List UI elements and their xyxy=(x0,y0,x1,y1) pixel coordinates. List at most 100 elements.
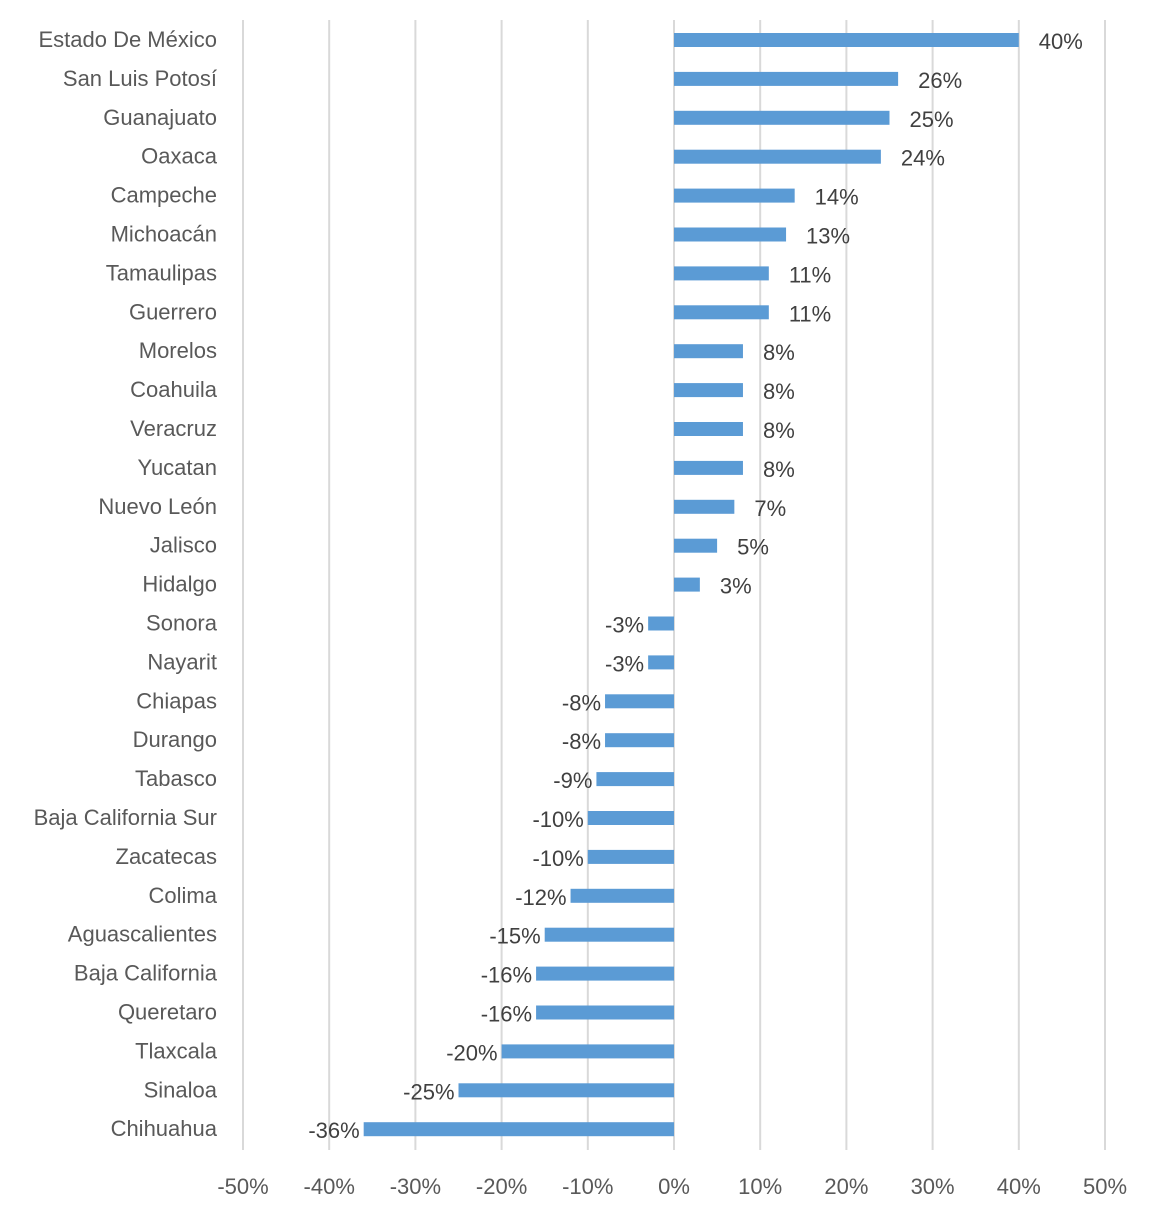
category-labels: Estado De México San Luis Potosí Guanajuat… xyxy=(34,27,218,1141)
bar xyxy=(674,344,743,359)
bar xyxy=(458,1083,674,1098)
category-label: Michoacán xyxy=(111,222,217,247)
data-label: -3% xyxy=(605,613,644,638)
bar xyxy=(536,966,674,981)
bar xyxy=(674,499,735,514)
data-label: -12% xyxy=(515,885,566,910)
category-label: Zacatecas xyxy=(116,844,218,869)
data-label: 11% xyxy=(789,301,831,326)
category-label: Yucatan xyxy=(137,455,217,480)
data-label: -25% xyxy=(403,1079,454,1104)
data-label: 8% xyxy=(763,457,795,482)
data-label: -16% xyxy=(481,1002,532,1027)
data-label: -20% xyxy=(446,1040,497,1065)
bar xyxy=(674,538,718,553)
bar xyxy=(648,655,674,670)
data-label: -15% xyxy=(489,924,540,949)
bar xyxy=(544,927,674,942)
data-label: 24% xyxy=(901,146,945,171)
data-label: 5% xyxy=(737,535,769,560)
data-label: 11% xyxy=(789,262,831,287)
x-tick-label: -10% xyxy=(562,1174,613,1199)
category-label: San Luis Potosí xyxy=(63,66,217,91)
x-tick-label: -20% xyxy=(476,1174,527,1199)
category-label: Jalisco xyxy=(150,533,217,558)
category-label: Tabasco xyxy=(135,766,217,791)
category-label: Tamaulipas xyxy=(106,260,217,285)
bar xyxy=(674,71,899,86)
bar xyxy=(587,849,674,864)
bar xyxy=(674,305,769,320)
bar xyxy=(674,266,769,281)
category-label: Guanajuato xyxy=(103,105,217,130)
data-label: -16% xyxy=(481,963,532,988)
category-label: Nuevo León xyxy=(98,494,217,519)
category-label: Chihuahua xyxy=(111,1116,218,1141)
bar xyxy=(570,888,674,903)
category-label: Baja California Sur xyxy=(34,805,217,830)
data-label: 8% xyxy=(763,418,795,443)
bar xyxy=(674,460,743,475)
x-tick-label: 10% xyxy=(738,1174,782,1199)
data-label: -8% xyxy=(562,690,601,715)
category-label: Durango xyxy=(133,727,217,752)
data-label: 25% xyxy=(910,107,954,132)
category-label: Aguascalientes xyxy=(68,922,217,947)
x-axis-tick-labels: -50% -40% -30% -20% -10% 0% 10% 20% 30% 40% 50% xyxy=(217,1174,1127,1199)
category-label: Hidalgo xyxy=(142,572,217,597)
bar xyxy=(674,577,700,592)
category-label: Sonora xyxy=(146,611,218,636)
category-label: Coahuila xyxy=(130,377,218,402)
category-label: Estado De México xyxy=(38,27,217,52)
data-label: 8% xyxy=(763,379,795,404)
x-tick-label: 20% xyxy=(824,1174,868,1199)
bar xyxy=(605,733,674,748)
x-tick-label: -40% xyxy=(304,1174,355,1199)
bar xyxy=(501,1044,674,1059)
x-tick-label: 30% xyxy=(911,1174,955,1199)
category-label: Colima xyxy=(149,883,218,908)
category-label: Guerrero xyxy=(129,299,217,324)
bar xyxy=(674,110,890,125)
category-label: Sinaloa xyxy=(144,1077,218,1102)
bar xyxy=(674,33,1019,47)
data-label: -9% xyxy=(553,768,592,793)
data-label: 26% xyxy=(918,68,962,93)
bar xyxy=(674,227,787,242)
data-label: 3% xyxy=(720,574,752,599)
x-tick-label: 0% xyxy=(658,1174,690,1199)
category-label: Oaxaca xyxy=(141,144,218,169)
bar xyxy=(674,422,743,436)
bar xyxy=(674,383,743,398)
data-label: -10% xyxy=(532,846,583,871)
category-label: Veracruz xyxy=(130,416,217,441)
bars xyxy=(363,33,1019,1137)
data-label: -3% xyxy=(605,651,644,676)
bar xyxy=(674,149,881,164)
data-label: -10% xyxy=(532,807,583,832)
x-tick-label: 50% xyxy=(1083,1174,1127,1199)
data-label: -8% xyxy=(562,729,601,754)
bar xyxy=(536,1005,674,1020)
bar xyxy=(587,811,674,825)
category-label: Campeche xyxy=(111,183,217,208)
category-label: Tlaxcala xyxy=(135,1038,218,1063)
data-label: 13% xyxy=(806,224,850,249)
category-label: Baja California xyxy=(74,961,218,986)
data-label: 40% xyxy=(1039,29,1083,54)
x-tick-label: 40% xyxy=(997,1174,1041,1199)
category-label: Nayarit xyxy=(147,649,217,674)
x-tick-label: -30% xyxy=(390,1174,441,1199)
bar xyxy=(605,694,674,709)
category-label: Queretaro xyxy=(118,1000,217,1025)
bar xyxy=(648,616,674,631)
bar xyxy=(363,1122,674,1137)
category-label: Chiapas xyxy=(136,688,217,713)
bar xyxy=(674,188,795,203)
category-label: Morelos xyxy=(139,338,217,363)
data-label: 7% xyxy=(754,496,786,521)
data-label: 14% xyxy=(815,185,859,210)
data-label: 8% xyxy=(763,340,795,365)
data-label: -36% xyxy=(308,1118,359,1143)
